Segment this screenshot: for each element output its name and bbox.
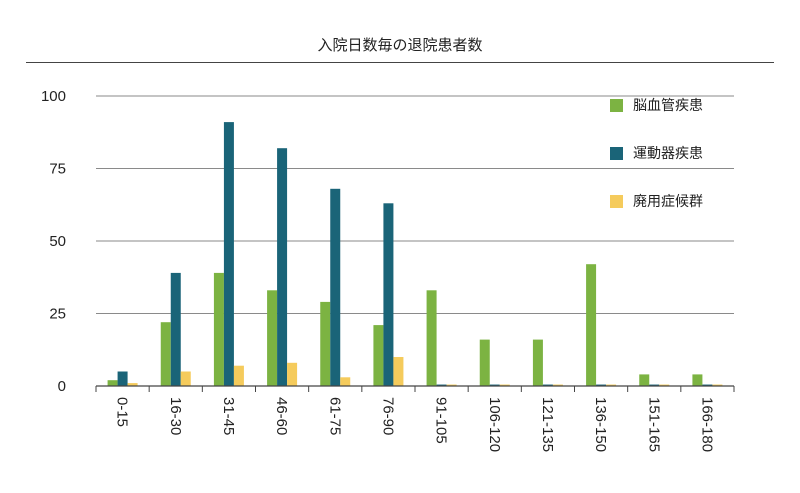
x-tick-label-76-90: 76-90: [379, 397, 396, 435]
bar-2-121-135: [552, 384, 563, 386]
bar-0-121-135: [532, 339, 543, 386]
bar-2-151-165: [659, 384, 670, 386]
bar-1-91-105: [436, 384, 447, 386]
bar-1-61-75: [330, 188, 341, 386]
bar-2-76-90: [393, 357, 404, 386]
bar-0-46-60: [267, 290, 278, 386]
bar-0-136-150: [586, 264, 597, 386]
legend-label-0: 脳血管疾患: [633, 98, 703, 114]
bar-1-0-15: [117, 371, 128, 386]
bar-2-61-75: [340, 377, 351, 386]
y-tick-label-100: 100: [41, 88, 66, 105]
y-tick-label-75: 75: [49, 161, 66, 178]
x-tick-label-106-120: 106-120: [486, 397, 503, 452]
bar-2-0-15: [127, 383, 138, 386]
grid-lines: [96, 95, 734, 314]
bar-0-106-120: [479, 339, 490, 386]
x-tick-label-121-135: 121-135: [539, 397, 556, 452]
bar-series: [107, 122, 723, 386]
chart-title: 入院日数毎の退院患者数: [317, 36, 483, 54]
x-axis-ticks: 0-15 16-30 31-45 46-60 61-75 76-90 91-105 106-1…: [114, 397, 716, 452]
legend-swatch-0: [610, 99, 623, 112]
bar-2-136-150: [606, 384, 617, 386]
x-tick-label-46-60: 46-60: [273, 397, 290, 435]
bar-1-151-165: [649, 384, 660, 386]
x-tick-label-136-150: 136-150: [592, 397, 609, 452]
bar-1-166-180: [702, 384, 713, 386]
bar-0-91-105: [426, 290, 437, 386]
x-tick-label-0-15: 0-15: [114, 397, 131, 427]
x-tick-label-61-75: 61-75: [326, 397, 343, 435]
bar-2-106-120: [499, 384, 510, 386]
title-rule: [26, 62, 774, 63]
legend-swatch-2: [610, 195, 623, 208]
y-axis-ticks: 0 25 50 75 100: [41, 88, 66, 395]
y-tick-label-0: 0: [58, 378, 66, 395]
bar-0-16-30: [160, 322, 171, 386]
x-tick-label-91-105: 91-105: [433, 397, 450, 444]
legend-swatch-1: [610, 147, 623, 160]
bar-1-121-135: [542, 384, 553, 386]
bar-1-16-30: [170, 272, 181, 386]
bar-2-46-60: [287, 362, 298, 386]
bar-2-91-105: [446, 384, 457, 386]
legend-label-2: 廃用症候群: [633, 193, 703, 210]
bar-0-151-165: [639, 374, 650, 386]
bar-2-166-180: [712, 384, 723, 386]
bar-0-0-15: [107, 380, 118, 386]
bar-1-136-150: [596, 384, 607, 386]
x-tick-label-151-165: 151-165: [645, 397, 662, 452]
y-tick-label-50: 50: [49, 233, 66, 250]
x-axis: [95, 385, 735, 392]
bar-0-31-45: [213, 272, 224, 386]
bar-0-76-90: [373, 325, 384, 386]
bar-2-31-45: [233, 365, 244, 386]
bar-0-166-180: [692, 374, 703, 386]
legend-label-1: 運動器疾患: [633, 146, 703, 162]
bar-1-46-60: [277, 148, 288, 386]
bar-2-16-30: [180, 371, 191, 386]
x-tick-label-31-45: 31-45: [220, 397, 237, 435]
bar-1-76-90: [383, 203, 394, 386]
bar-1-106-120: [489, 384, 500, 386]
y-tick-label-25: 25: [49, 306, 66, 323]
x-tick-label-166-180: 166-180: [698, 397, 715, 452]
bar-1-31-45: [223, 122, 234, 386]
x-tick-label-16-30: 16-30: [167, 397, 184, 435]
bar-0-61-75: [320, 301, 331, 386]
